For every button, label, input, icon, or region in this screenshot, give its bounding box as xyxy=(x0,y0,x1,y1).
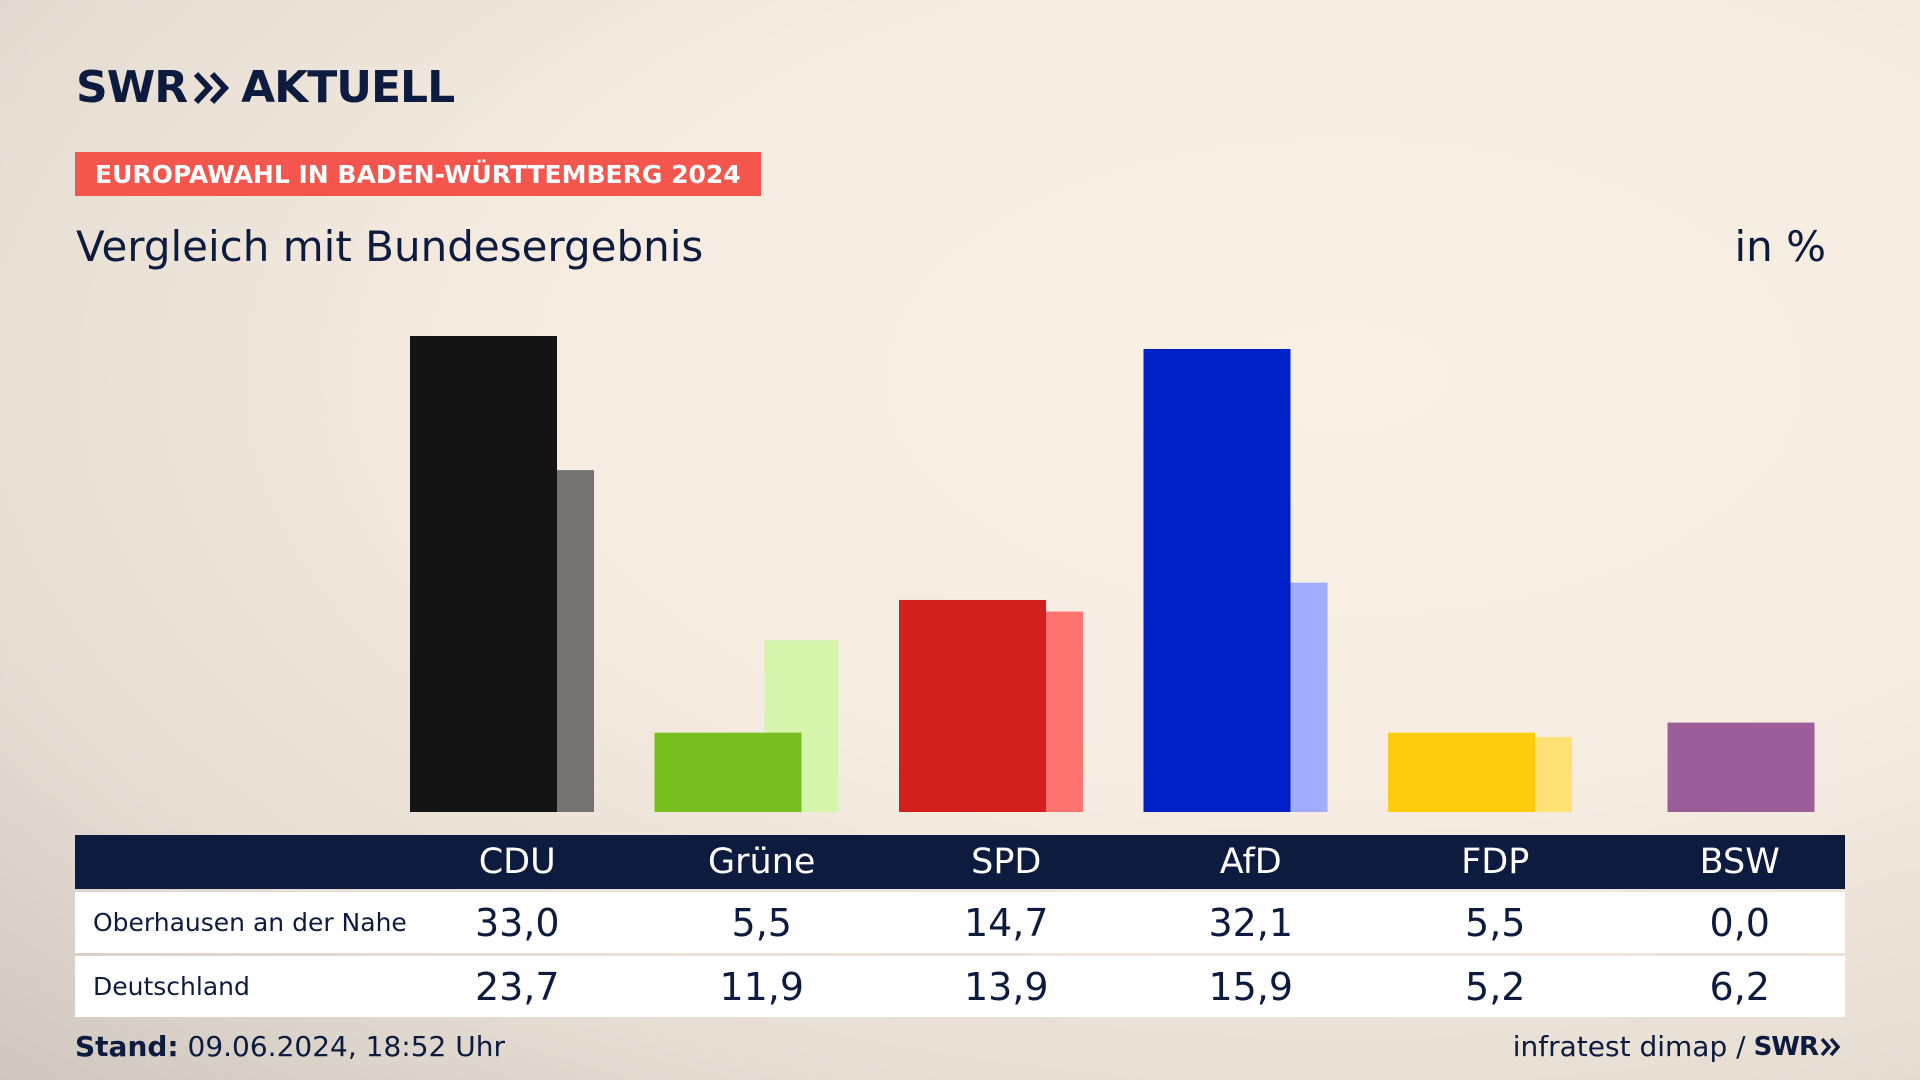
bar-oberhausen-fdp xyxy=(1388,732,1535,812)
table-cell: 5,2 xyxy=(1465,964,1526,1009)
table-cell: 5,5 xyxy=(731,900,792,945)
results-table: CDU Grüne SPD AfD FDP BSW Oberhausen an … xyxy=(75,835,1845,1017)
table-header-cdu: CDU xyxy=(478,842,556,882)
timestamp-value: 09.06.2024, 18:52 Uhr xyxy=(178,1030,505,1063)
timestamp: Stand: 09.06.2024, 18:52 Uhr xyxy=(75,1030,505,1063)
logo-product: AKTUELL xyxy=(241,62,455,113)
table-cell: 33,0 xyxy=(474,900,560,945)
timestamp-label: Stand: xyxy=(75,1030,179,1063)
table-cell: 23,7 xyxy=(474,964,560,1009)
table-cell: 0,0 xyxy=(1709,900,1770,945)
source-brand: SWR xyxy=(1753,1031,1819,1062)
bar-oberhausen-afd xyxy=(1143,348,1291,812)
unit-label: in % xyxy=(1734,222,1826,271)
table-header-fdp: FDP xyxy=(1461,842,1530,882)
table-cell: 13,9 xyxy=(963,964,1049,1009)
table-row: Deutschland 23,7 11,9 13,9 15,9 5,2 6,2 xyxy=(75,956,1845,1017)
logo-brand: SWR xyxy=(76,62,188,113)
source-text: infratest dimap / xyxy=(1512,1030,1746,1063)
source-credit: infratest dimap / SWR xyxy=(1513,1030,1842,1063)
table-row: Oberhausen an der Nahe 33,0 5,5 14,7 32,… xyxy=(75,892,1845,953)
table-header-bsw: BSW xyxy=(1699,842,1780,882)
bar-oberhausen-spd xyxy=(899,599,1046,812)
bar-oberhausen-grüne xyxy=(654,732,802,812)
swr-aktuell-logo: SWR AKTUELL xyxy=(76,62,455,113)
bar-oberhausen-cdu xyxy=(410,336,557,812)
chart-title: Vergleich mit Bundesergebnis xyxy=(76,222,704,271)
chevrons-icon xyxy=(1820,1037,1841,1056)
bar-chart xyxy=(410,336,1815,812)
table-cell: 6,2 xyxy=(1709,964,1770,1009)
table-header-gruene: Grüne xyxy=(708,842,816,882)
table-header-row: CDU Grüne SPD AfD FDP BSW xyxy=(75,835,1845,889)
table-cell: 11,9 xyxy=(719,964,805,1009)
table-header-spd: SPD xyxy=(971,842,1042,882)
table-cell: 14,7 xyxy=(963,900,1049,945)
table-header-afd: AfD xyxy=(1219,842,1282,882)
election-badge: EUROPAWAHL IN BADEN-WÜRTTEMBERG 2024 xyxy=(75,152,761,196)
table-cell: 15,9 xyxy=(1208,964,1294,1009)
table-cell: 5,5 xyxy=(1465,900,1526,945)
chevrons-icon xyxy=(193,71,230,105)
bar-deutschland-bsw xyxy=(1667,722,1815,812)
row-label: Deutschland xyxy=(93,972,250,1001)
table-cell: 32,1 xyxy=(1208,900,1294,945)
row-label: Oberhausen an der Nahe xyxy=(93,908,407,937)
